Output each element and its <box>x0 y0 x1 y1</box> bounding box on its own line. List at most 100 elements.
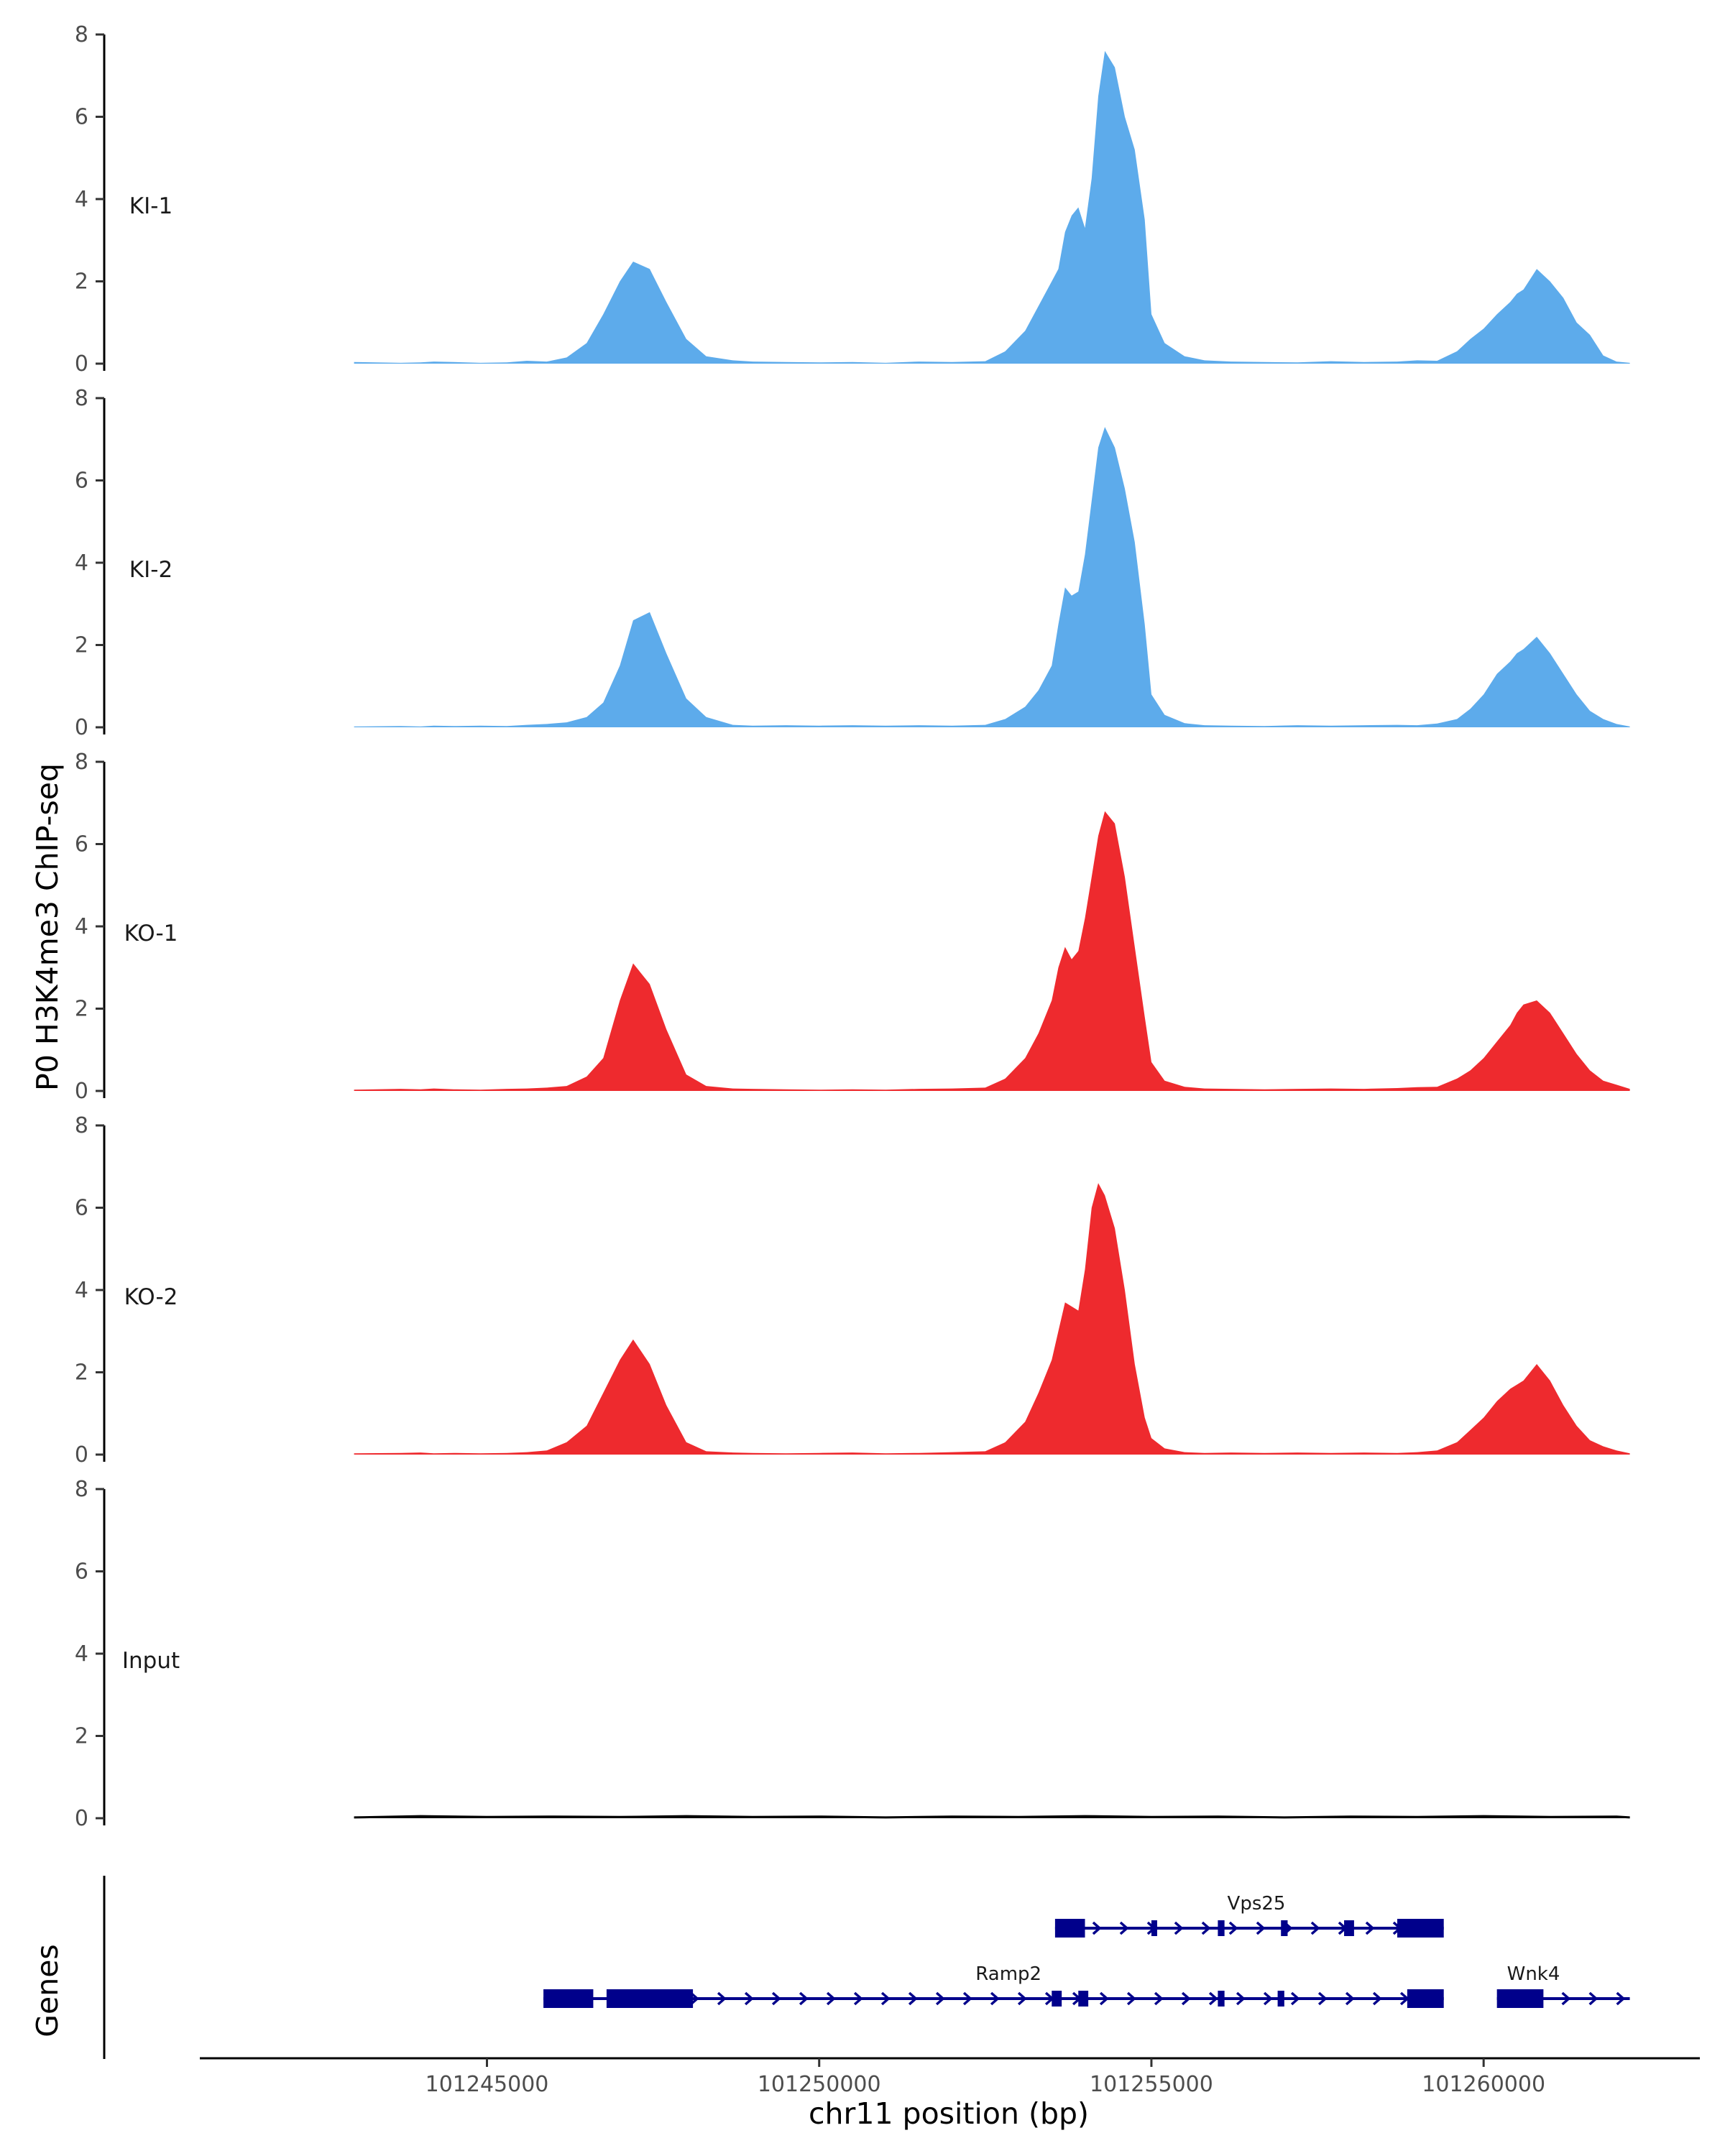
gene-label: Ramp2 <box>975 1963 1041 1985</box>
track-ko-1: 0 2 4 6 8 KO-1 <box>75 750 1630 1104</box>
y-tick-label: 0 <box>75 1442 88 1468</box>
strand-arrow <box>853 1991 863 2006</box>
strand-arrow <box>799 1991 809 2006</box>
strand-arrow <box>1588 1991 1598 2006</box>
coverage-area <box>354 811 1630 1091</box>
x-axis: 101245000 101250000 101255000 101260000 <box>200 2057 1700 2097</box>
y-tick-label: 0 <box>75 715 88 740</box>
y-tick-label: 6 <box>75 832 88 857</box>
strand-arrow <box>1290 1991 1300 2006</box>
strand-arrow <box>744 1991 754 2006</box>
strand-arrow <box>1201 1921 1211 1935</box>
strand-arrow <box>826 1991 836 2006</box>
y-tick-label: 2 <box>75 270 88 295</box>
strand-arrow <box>1310 1921 1320 1935</box>
exon-block <box>1407 1989 1444 2008</box>
exon-block <box>1344 1920 1354 1936</box>
track-label: Input <box>122 1648 180 1674</box>
exon-block <box>543 1989 594 2008</box>
exon-block <box>1052 1991 1062 2007</box>
strand-arrow <box>1092 1921 1102 1935</box>
y-tick-label: 6 <box>75 1196 88 1221</box>
y-tick-label: 4 <box>75 1641 88 1667</box>
x-tick-label: 101255000 <box>1090 2072 1213 2097</box>
strand-arrow <box>1208 1991 1218 2006</box>
strand-arrow <box>1154 1991 1164 2006</box>
gene-vps25: Vps25 <box>1054 1893 1444 1938</box>
exon-block <box>1218 1991 1225 2007</box>
strand-arrow <box>1317 1991 1328 2006</box>
exon-block <box>1277 1991 1284 2007</box>
strand-arrow <box>717 1991 727 2006</box>
y-tick-label: 4 <box>75 914 88 939</box>
track-ki-2: 0 2 4 6 8 KI-2 <box>75 386 1630 740</box>
exon-block <box>1281 1920 1288 1936</box>
exon-block <box>606 1989 694 2008</box>
strand-arrow <box>1345 1991 1355 2006</box>
strand-arrow <box>908 1991 918 2006</box>
gene-label: Wnk4 <box>1507 1963 1560 1985</box>
y-tick-label: 8 <box>75 750 88 775</box>
track-label: KI-1 <box>129 193 172 219</box>
exon-block <box>1054 1919 1085 1938</box>
x-axis-title: chr11 position (bp) <box>809 2096 1089 2131</box>
gene-wnk4: Wnk4 <box>1496 1963 1630 2008</box>
y-tick-label: 6 <box>75 105 88 130</box>
strand-arrow <box>1236 1991 1246 2006</box>
x-tick-label: 101245000 <box>426 2072 549 2097</box>
y-tick-label: 4 <box>75 1278 88 1303</box>
y-tick-label: 6 <box>75 469 88 494</box>
gene-annotation-track: Vps25 Ramp2 Wnk4 <box>103 1876 1630 2059</box>
y-tick-label: 8 <box>75 1477 88 1502</box>
strand-arrow <box>1099 1991 1109 2006</box>
y-tick-label: 0 <box>75 351 88 377</box>
y-tick-label: 2 <box>75 1360 88 1386</box>
strand-arrow <box>771 1991 781 2006</box>
y-tick-label: 2 <box>75 633 88 658</box>
y-tick-label: 0 <box>75 1079 88 1104</box>
strand-arrow <box>962 1991 972 2006</box>
strand-arrow <box>1174 1921 1184 1935</box>
strand-arrow <box>1181 1991 1191 2006</box>
exon-block <box>1496 1989 1544 2008</box>
exon-block <box>1078 1991 1089 2007</box>
strand-arrow <box>1228 1921 1238 1935</box>
exon-block <box>1218 1920 1225 1936</box>
y-axis-title: P0 H3K4me3 ChIP-seq <box>30 763 65 1091</box>
strand-arrow <box>1365 1921 1375 1935</box>
strand-arrow <box>1126 1991 1136 2006</box>
track-label: KO-2 <box>124 1284 178 1310</box>
strand-arrow <box>1017 1991 1027 2006</box>
strand-arrow <box>1263 1991 1273 2006</box>
coverage-area <box>354 427 1630 727</box>
strand-arrow <box>1561 1991 1571 2006</box>
track-ko-2: 0 2 4 6 8 KO-2 <box>75 1113 1630 1468</box>
y-tick-label: 4 <box>75 187 88 212</box>
strand-arrow <box>689 1991 699 2006</box>
genes-axis-title: Genes <box>30 1944 65 2037</box>
strand-arrow <box>1372 1991 1382 2006</box>
track-label: KI-2 <box>129 557 172 583</box>
strand-arrow <box>1256 1921 1266 1935</box>
x-tick-label: 101260000 <box>1422 2072 1545 2097</box>
y-tick-label: 4 <box>75 550 88 576</box>
track-ki-1: 0 2 4 6 8 KI-1 <box>75 22 1630 377</box>
strand-arrow <box>935 1991 945 2006</box>
y-tick-label: 6 <box>75 1560 88 1585</box>
coverage-area <box>354 1183 1630 1455</box>
track-label: KO-1 <box>124 921 178 946</box>
track-input: 0 2 4 6 8 Input <box>75 1477 1630 1831</box>
y-tick-label: 8 <box>75 1113 88 1138</box>
strand-arrow <box>1616 1991 1626 2006</box>
y-tick-label: 2 <box>75 1724 88 1749</box>
coverage-area <box>354 50 1630 364</box>
gene-label: Vps25 <box>1228 1893 1286 1915</box>
strand-arrow <box>880 1991 891 2006</box>
coverage-line <box>354 1815 1630 1819</box>
y-tick-label: 2 <box>75 997 88 1022</box>
x-tick-label: 101250000 <box>758 2072 881 2097</box>
coverage-tracks: 0 2 4 6 8 KI-1 0 2 4 6 8 KI-2 0 2 4 6 8 KO-1 0 2 4 6 8 KO-2 0 2 4 6… <box>75 22 1630 1831</box>
gene-ramp2: Ramp2 <box>543 1963 1444 2008</box>
y-tick-label: 8 <box>75 22 88 47</box>
